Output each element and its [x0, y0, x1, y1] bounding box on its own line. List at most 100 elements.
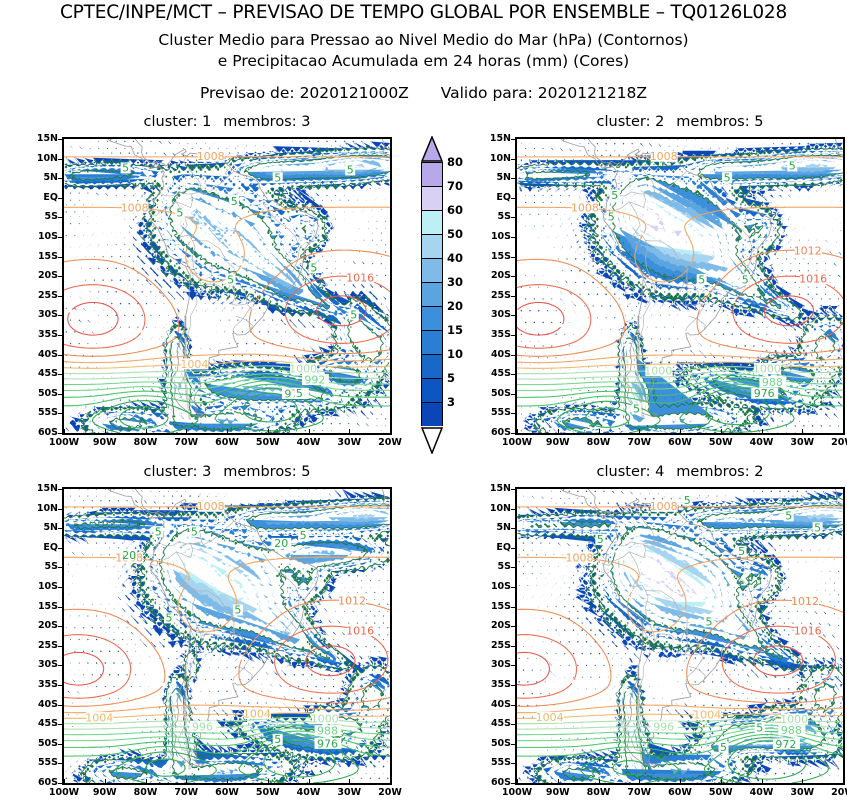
x-axis-tick-label: 20W [378, 787, 402, 798]
y-axis-tick-label: 15S [490, 600, 511, 612]
y-axis-tick [511, 393, 517, 395]
svg-text:972: 972 [775, 738, 796, 751]
svg-text:5: 5 [122, 162, 129, 175]
y-axis-tick-label: 20S [490, 270, 511, 282]
x-axis-tick [104, 779, 106, 785]
y-axis-tick-label: 5N [43, 172, 58, 184]
y-axis-tick-label: 5S [497, 561, 511, 573]
y-axis-tick [511, 763, 517, 765]
y-axis-tick [58, 393, 64, 395]
x-axis-tick-label: 100W [48, 437, 80, 448]
y-axis-tick [58, 374, 64, 376]
y-axis-tick-label: 10N [489, 502, 511, 514]
subtitle-line-2: e Precipitacao Acumulada em 24 horas (mm… [217, 52, 630, 70]
y-axis-tick-label: 35S [37, 679, 58, 690]
y-axis-tick-label: 55S [37, 407, 58, 419]
svg-text:5: 5 [310, 262, 317, 275]
svg-text:1008: 1008 [197, 150, 225, 163]
y-axis-tick [511, 724, 517, 726]
y-axis-tick-label: 60S [37, 777, 58, 788]
y-axis-tick [58, 256, 64, 258]
svg-text:5: 5 [698, 273, 705, 286]
x-axis-tick [639, 779, 641, 785]
svg-text:5: 5 [176, 207, 183, 220]
x-axis-tick [186, 779, 188, 785]
svg-text:1008: 1008 [121, 202, 149, 215]
y-axis-tick [511, 197, 517, 199]
svg-text:1004: 1004 [693, 708, 721, 721]
y-axis-tick [511, 685, 517, 686]
x-axis-tick-label: 80W [133, 787, 158, 798]
svg-text:5: 5 [296, 387, 303, 400]
svg-text:988: 988 [781, 724, 802, 737]
svg-text:1008: 1008 [650, 150, 678, 163]
svg-text:5: 5 [597, 533, 604, 546]
svg-text:1016: 1016 [346, 271, 374, 284]
panel-title-cluster-2: cluster: 2 membros: 5 [515, 114, 845, 130]
map-panel-cluster-2[interactable]: 976 988 1000 1000 1008 1008 1012 1016 5 5 5 5 5 5 5 [515, 137, 845, 435]
y-axis-tick [58, 508, 64, 510]
colorbar-tick-label: 10 [447, 347, 464, 361]
x-axis-tick [557, 779, 559, 785]
colorbar-segment [421, 234, 443, 258]
panel-members-label: membros: 5 [223, 464, 311, 480]
y-axis-tick-label: 15S [490, 250, 511, 262]
y-axis-tick-label: EQ [43, 541, 58, 553]
x-axis-tick-label: 80W [133, 437, 158, 448]
x-axis-tick [598, 429, 600, 435]
y-axis-tick-label: 15S [37, 600, 58, 612]
y-axis-tick-label: 10N [36, 502, 58, 514]
y-axis-tick-label: 35S [490, 329, 511, 340]
map-panel-cluster-3[interactable]: 9769889961000100410041008100810121016552… [62, 487, 392, 785]
y-axis-tick [58, 433, 64, 434]
y-axis-tick-label: 40S [490, 698, 511, 710]
x-axis-tick [390, 429, 391, 435]
svg-text:5: 5 [155, 525, 162, 538]
y-axis-tick [58, 685, 64, 686]
x-axis-tick [517, 779, 518, 785]
y-axis-tick [511, 413, 517, 415]
y-axis-tick [511, 217, 517, 219]
svg-text:5: 5 [166, 612, 173, 625]
y-axis-tick [58, 237, 64, 238]
x-axis-tick [598, 779, 600, 785]
svg-text:5: 5 [274, 733, 281, 746]
y-axis-tick [511, 335, 517, 336]
x-axis-tick-label: 70W [174, 787, 199, 798]
map-panel-cluster-4[interactable]: 972 988 996 1000 1004 1004 1008 1008 1012 1016 5 5 5… [515, 487, 845, 785]
x-axis-tick [390, 779, 391, 785]
svg-text:5: 5 [633, 403, 640, 416]
x-axis-tick [308, 429, 310, 435]
y-axis-tick [58, 413, 64, 415]
x-axis-tick [308, 779, 310, 785]
colorbar-segment [421, 402, 443, 426]
y-axis-tick-label: 45S [37, 718, 58, 730]
svg-text:5: 5 [720, 741, 727, 754]
svg-text:1000: 1000 [289, 362, 317, 375]
x-axis-tick-label: 50W [708, 437, 733, 448]
y-axis-tick [58, 139, 64, 140]
colorbar-tick-label: 80 [447, 155, 464, 169]
map-panel-cluster-1[interactable]: 97699210001004100810081016555555555 [62, 137, 392, 435]
y-axis-tick [58, 783, 64, 784]
svg-text:1004: 1004 [85, 711, 113, 724]
svg-text:1000: 1000 [753, 362, 781, 375]
colorbar-tick-label: 5 [447, 371, 456, 385]
y-axis-tick [511, 645, 517, 647]
y-axis-tick [511, 354, 517, 356]
x-axis-tick-label: 50W [708, 787, 733, 798]
svg-text:5: 5 [724, 171, 731, 184]
svg-text:5: 5 [191, 525, 198, 538]
x-axis-tick-label: 20W [378, 437, 402, 448]
svg-text:20: 20 [122, 549, 136, 562]
y-axis-tick [58, 295, 64, 297]
y-axis-tick [511, 315, 517, 317]
panel-title-cluster-1: cluster: 1 membros: 3 [62, 114, 392, 130]
svg-text:976: 976 [754, 387, 775, 400]
x-axis-tick [64, 779, 65, 785]
colorbar-segment [421, 282, 443, 306]
y-axis-tick [58, 626, 64, 628]
svg-text:5: 5 [738, 545, 745, 558]
svg-text:1016: 1016 [799, 273, 827, 286]
y-axis-tick [58, 315, 64, 317]
